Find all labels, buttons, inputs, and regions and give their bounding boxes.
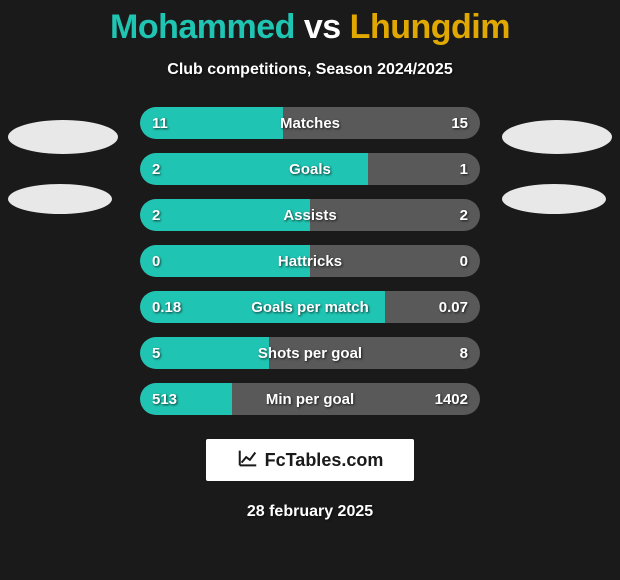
stat-row: 2Goals1 — [140, 153, 480, 185]
stat-fill-left — [140, 199, 310, 231]
badge-ellipse — [502, 184, 606, 214]
watermark: FcTables.com — [206, 439, 414, 481]
badge-ellipse — [502, 120, 612, 154]
stat-row: 11Matches15 — [140, 107, 480, 139]
watermark-text: FcTables.com — [265, 450, 384, 471]
vs-separator: vs — [304, 8, 341, 46]
stat-value-right: 1402 — [435, 383, 468, 415]
stat-row: 5Shots per goal8 — [140, 337, 480, 369]
stat-value-right: 0.07 — [439, 291, 468, 323]
stat-row: 513Min per goal1402 — [140, 383, 480, 415]
stat-row: 0.18Goals per match0.07 — [140, 291, 480, 323]
stat-row: 2Assists2 — [140, 199, 480, 231]
badge-ellipse — [8, 120, 118, 154]
stat-value-right: 8 — [460, 337, 468, 369]
player-left-name: Mohammed — [110, 8, 295, 46]
stat-value-right: 0 — [460, 245, 468, 277]
comparison-title: Mohammed vs Lhungdim — [0, 0, 620, 47]
chart-icon — [237, 447, 259, 474]
right-player-badges — [502, 120, 612, 214]
player-right-name: Lhungdim — [350, 8, 510, 46]
stat-fill-left — [140, 383, 232, 415]
stat-fill-left — [140, 337, 269, 369]
stat-fill-left — [140, 153, 368, 185]
date-text: 28 february 2025 — [0, 503, 620, 521]
stat-fill-left — [140, 107, 283, 139]
stat-fill-left — [140, 291, 385, 323]
stat-value-right: 15 — [451, 107, 468, 139]
stat-rows-container: 11Matches15 2Goals1 2Assists2 0Hattricks0 0.… — [140, 107, 480, 415]
stat-fill-left — [140, 245, 310, 277]
left-player-badges — [8, 120, 118, 214]
badge-ellipse — [8, 184, 112, 214]
subtitle: Club competitions, Season 2024/2025 — [0, 61, 620, 79]
stat-value-right: 2 — [460, 199, 468, 231]
stat-row: 0Hattricks0 — [140, 245, 480, 277]
stat-value-right: 1 — [460, 153, 468, 185]
